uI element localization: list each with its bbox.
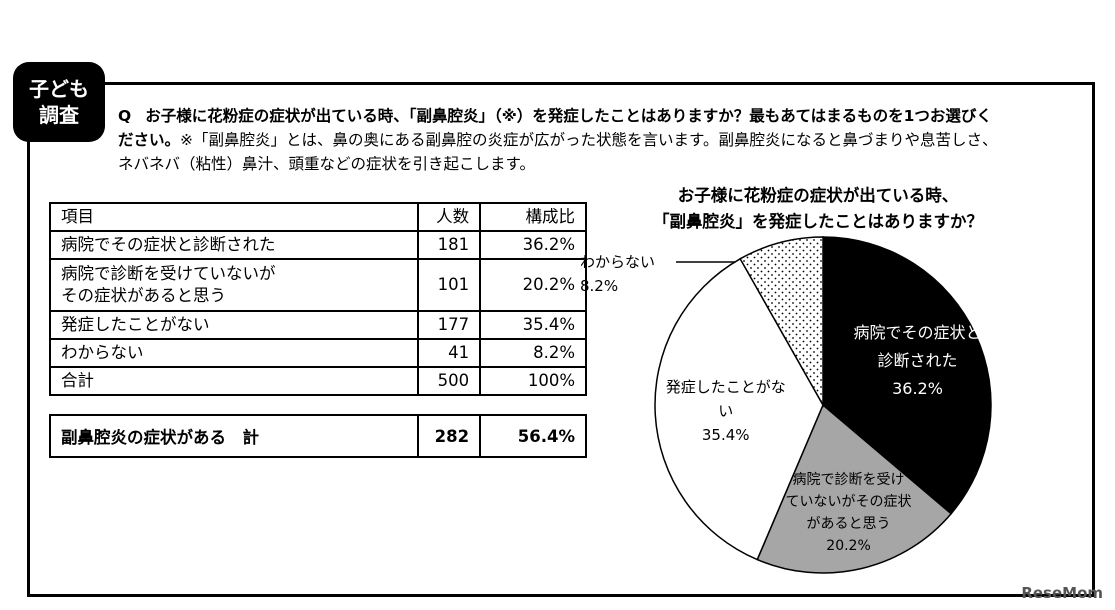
slice-value-label: 20.2% bbox=[826, 537, 871, 554]
slice-label-line: ていないがその症状 bbox=[785, 493, 912, 510]
question-text: Q お子様に花粉症の症状が出ている時、「副鼻腔炎」（※）を発症したことはありますか… bbox=[118, 104, 1088, 176]
row-item: 合計 bbox=[48, 366, 420, 396]
slice-label-line: 病院で診断を受け bbox=[792, 471, 905, 488]
row-item: わからない bbox=[48, 338, 420, 368]
slice-value-label: 36.2% bbox=[892, 379, 943, 399]
slice-never bbox=[654, 257, 824, 561]
slice-label-line: わからない bbox=[580, 253, 656, 271]
table-row: わからない 41 8.2% bbox=[48, 338, 587, 368]
site-watermark: ReseMom bbox=[1021, 584, 1103, 602]
row-item-line1: 病院で診断を受けていないが bbox=[61, 264, 276, 283]
row-count: 181 bbox=[417, 230, 482, 260]
row-count: 41 bbox=[417, 338, 482, 368]
label-unknown: わからない 8.2% bbox=[580, 250, 680, 298]
summary-row: 副鼻腔炎の症状がある 計 282 56.4% bbox=[48, 414, 587, 458]
label-suspected: 病院で診断を受け ていないがその症状 があると思う 20.2% bbox=[769, 469, 929, 557]
question-line1: お子様に花粉症の症状が出ている時、「副鼻腔炎」（※）を発症したことはありますか？… bbox=[145, 107, 992, 125]
row-ratio: 8.2% bbox=[479, 338, 587, 368]
row-count: 177 bbox=[417, 310, 482, 340]
table-row: 病院でその症状と診断された 181 36.2% bbox=[48, 230, 587, 260]
summary-count: 282 bbox=[417, 414, 482, 458]
slice-unknown bbox=[739, 236, 824, 408]
summary-ratio: 56.4% bbox=[479, 414, 587, 458]
row-ratio: 20.2% bbox=[479, 258, 587, 312]
label-never: 発症したことがない 35.4% bbox=[656, 375, 796, 447]
row-ratio: 35.4% bbox=[479, 310, 587, 340]
label-diagnosed: 病院でその症状と 診断された 36.2% bbox=[843, 319, 993, 403]
table-row: 病院で診断を受けていないが その症状があると思う 101 20.2% bbox=[48, 258, 587, 312]
question-line3: ネバネバ（粘性）鼻汁、頭重などの症状を引き起こします。 bbox=[118, 155, 535, 173]
chart-title-line2: 「副鼻腔炎」を発症したことはありますか？ bbox=[653, 212, 983, 231]
slice-label-line: 病院でその症状と bbox=[853, 323, 982, 343]
row-item-line2: その症状があると思う bbox=[61, 286, 226, 305]
slice-value-label: 35.4% bbox=[701, 425, 750, 444]
slice-label-line: があると思う bbox=[806, 515, 891, 532]
row-ratio: 36.2% bbox=[479, 230, 587, 260]
row-item: 発症したことがない bbox=[48, 310, 420, 340]
row-count: 101 bbox=[417, 258, 482, 312]
slice-label-line: 診断された bbox=[877, 351, 958, 371]
chart-title: お子様に花粉症の症状が出ている時、 「副鼻腔炎」を発症したことはありますか？ bbox=[608, 183, 1028, 235]
row-ratio: 100% bbox=[479, 366, 587, 396]
row-count: 500 bbox=[417, 366, 482, 396]
row-item: 病院でその症状と診断された bbox=[48, 230, 420, 260]
results-table: 項目 人数 構成比 病院でその症状と診断された 181 36.2% 病院で診断を… bbox=[48, 202, 587, 396]
table-total-row: 合計 500 100% bbox=[48, 366, 587, 396]
slice-diagnosed bbox=[822, 236, 992, 515]
summary-table: 副鼻腔炎の症状がある 計 282 56.4% bbox=[48, 414, 587, 458]
header-item: 項目 bbox=[48, 202, 420, 232]
chart-title-line1: お子様に花粉症の症状が出ている時、 bbox=[677, 186, 959, 205]
summary-item: 副鼻腔炎の症状がある 計 bbox=[48, 414, 420, 458]
slice-value-label: 8.2% bbox=[580, 277, 619, 295]
survey-frame bbox=[27, 82, 1095, 597]
badge-line1: 子ども bbox=[29, 77, 89, 101]
table-row: 発症したことがない 177 35.4% bbox=[48, 310, 587, 340]
table-header-row: 項目 人数 構成比 bbox=[48, 202, 587, 232]
row-item: 病院で診断を受けていないが その症状があると思う bbox=[48, 258, 420, 312]
question-note: ※「副鼻腔炎」とは、鼻の奥にある副鼻腔の炎症が広がった状態を言います。副鼻腔炎に… bbox=[180, 131, 998, 149]
header-ratio: 構成比 bbox=[479, 202, 587, 232]
badge-line2: 調査 bbox=[39, 103, 79, 127]
children-survey-badge: 子ども 調査 bbox=[13, 62, 105, 142]
header-count: 人数 bbox=[417, 202, 482, 232]
slice-label-line: 発症したことがな bbox=[665, 377, 786, 396]
slice-label-line: い bbox=[718, 401, 734, 420]
question-line2-prefix: ださい。 bbox=[118, 131, 181, 149]
question-mark: Q bbox=[118, 107, 132, 125]
